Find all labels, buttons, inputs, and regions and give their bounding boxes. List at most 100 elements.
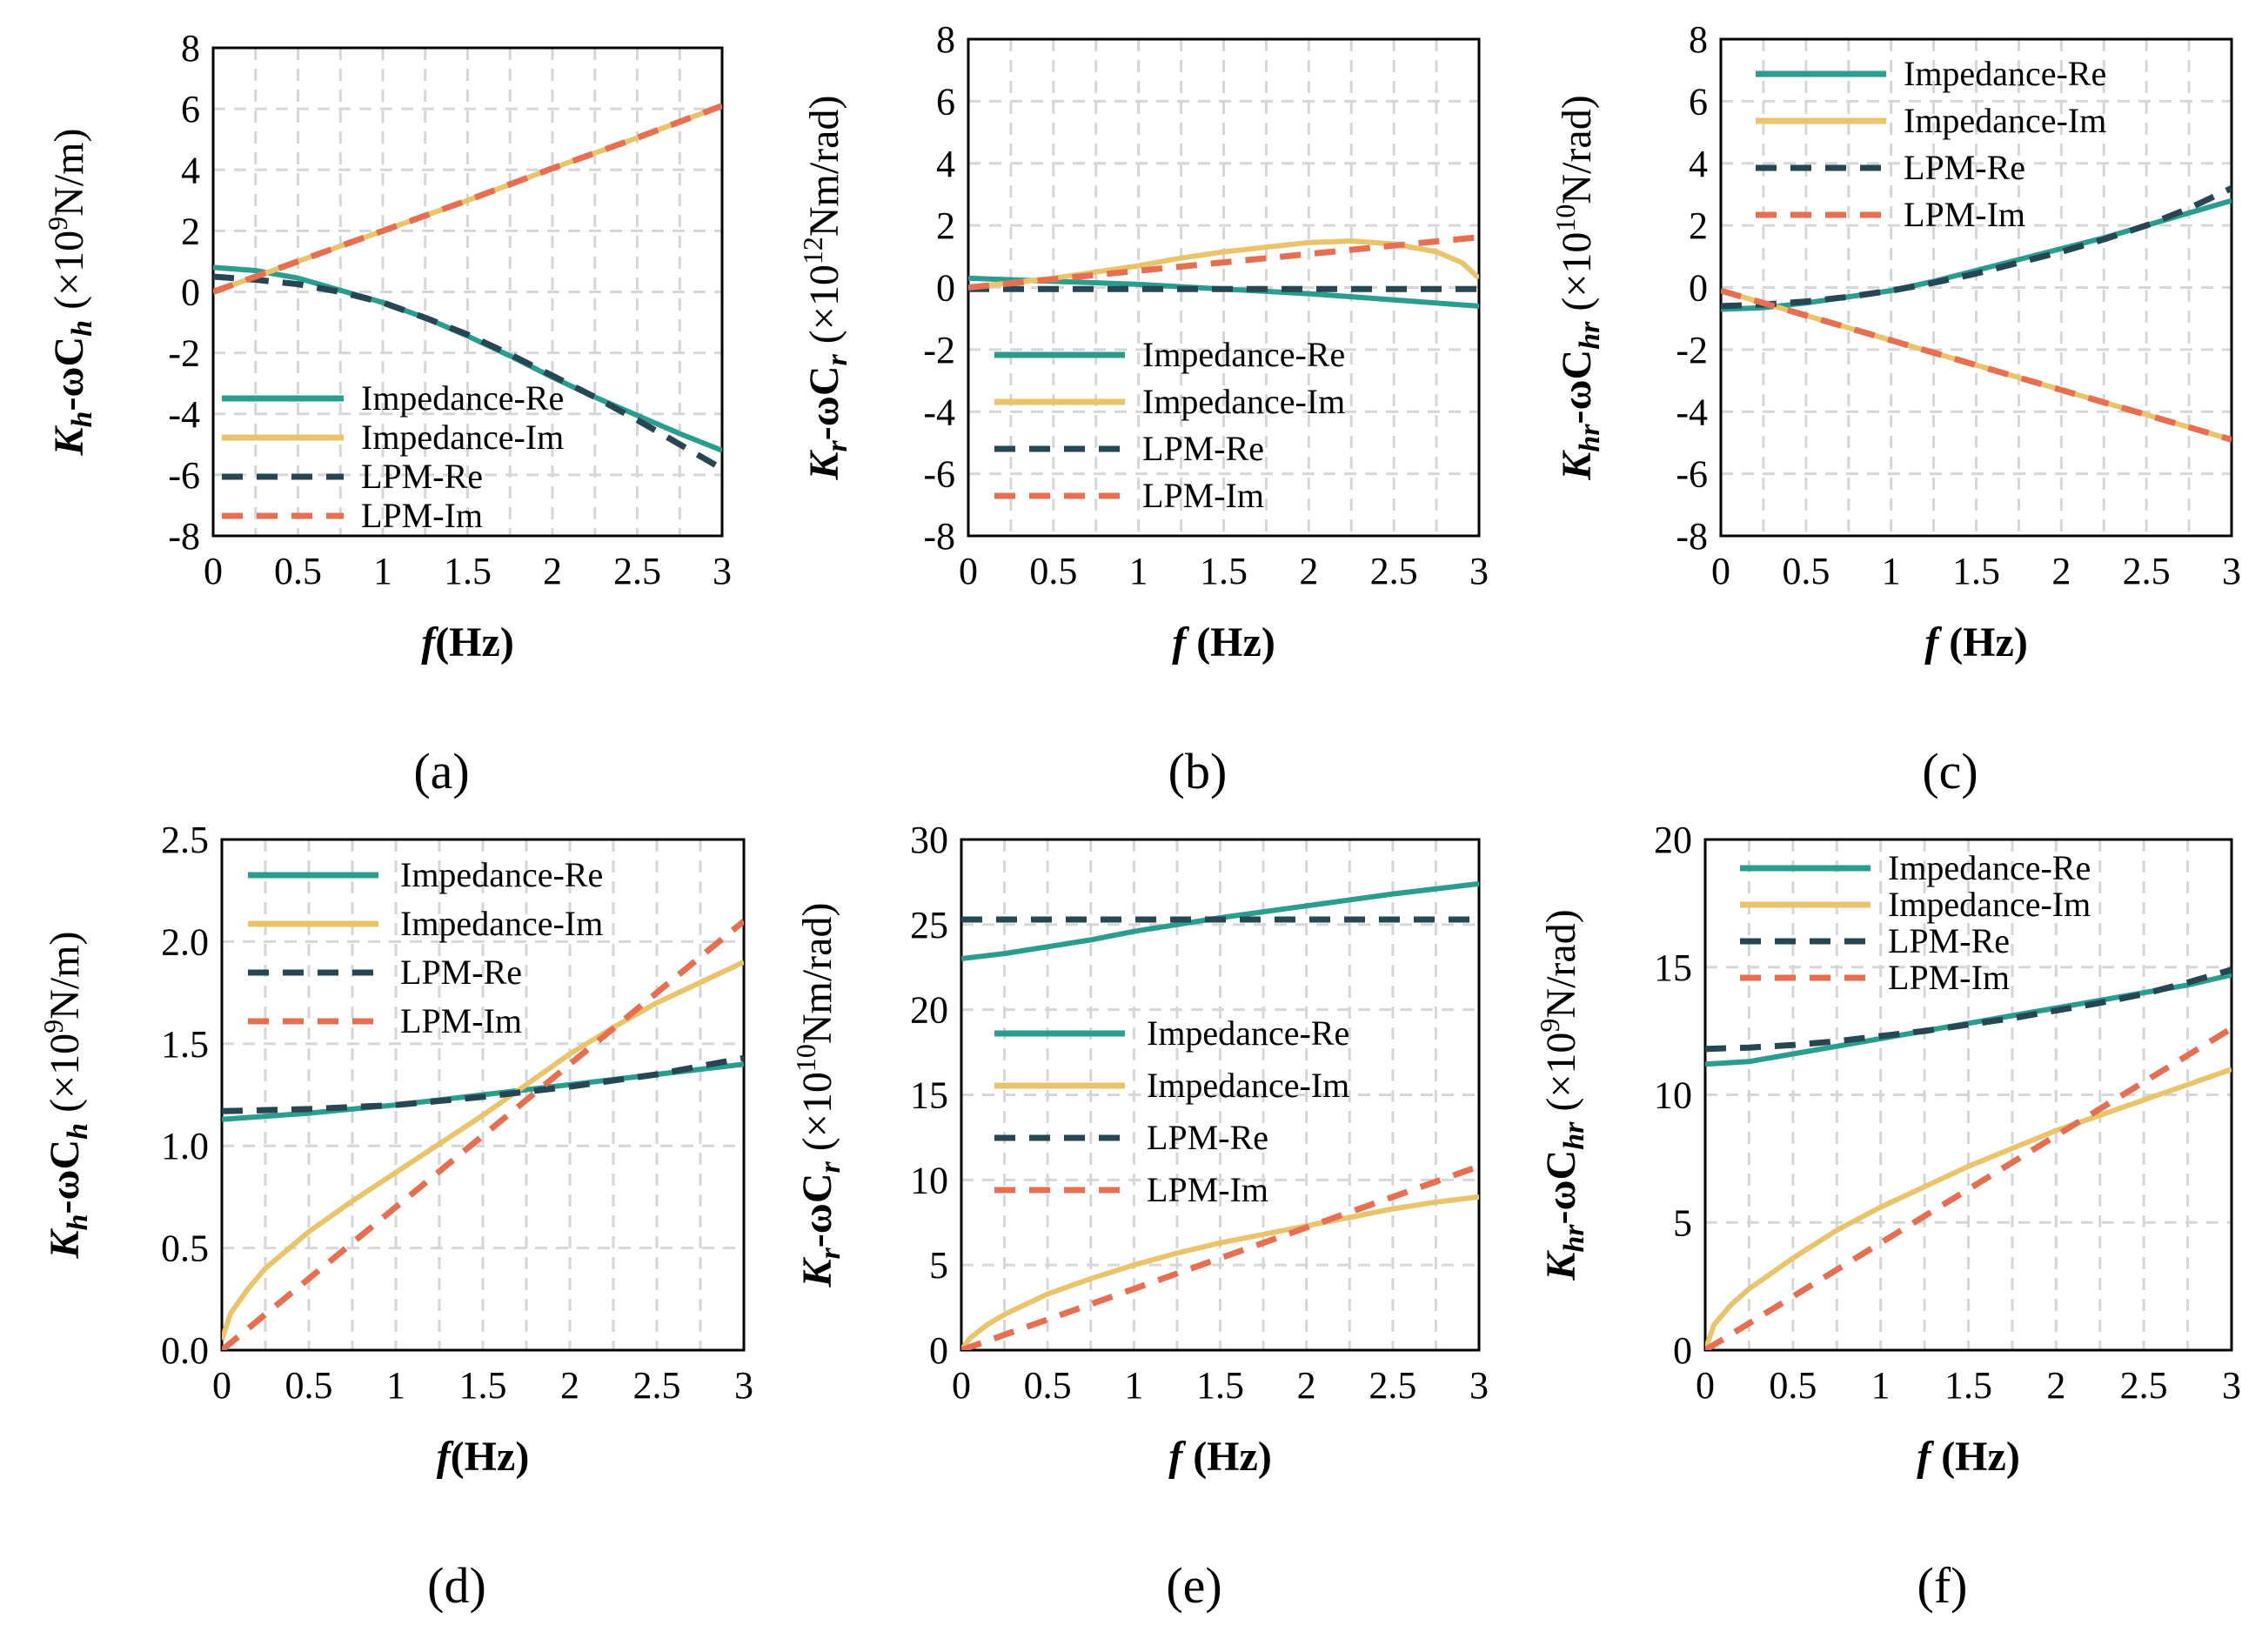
panel-label: (b) <box>1168 743 1228 799</box>
x-tick-label: 0 <box>1696 1364 1715 1407</box>
x-tick-label: 2 <box>560 1364 579 1407</box>
plot-frame <box>1703 838 2233 1352</box>
y-tick-label: -4 <box>168 393 200 436</box>
y-tick-label: 8 <box>1689 18 1708 61</box>
y-tick-label: 1.5 <box>161 1023 209 1066</box>
legend-label: LPM-Im <box>1904 195 2025 234</box>
legend-label: LPM-Im <box>1888 958 2010 997</box>
panel-label: (c) <box>1922 743 1978 799</box>
legend-label: LPM-Im <box>400 1001 522 1040</box>
y-tick-label: 15 <box>1654 946 1692 989</box>
x-axis-title: f (Hz) <box>1168 1434 1272 1480</box>
legend-label: LPM-Re <box>400 953 522 992</box>
x-tick-label: 1.5 <box>1952 550 2000 592</box>
x-tick-label: 2 <box>2051 550 2071 592</box>
plot-frame <box>220 838 746 1352</box>
y-tick-label: 2.0 <box>161 920 209 963</box>
x-axis-title: f (Hz) <box>1172 619 1275 665</box>
series-line-impedance-im <box>961 1194 1479 1350</box>
y-tick-label: -2 <box>923 329 955 371</box>
x-tick-label: 0 <box>1711 550 1730 592</box>
y-tick-label: -6 <box>923 453 955 496</box>
y-tick-label: 2.5 <box>161 819 209 861</box>
x-tick-label: 3 <box>2222 1364 2241 1407</box>
y-tick-label: 25 <box>910 904 948 946</box>
legend-label: Impedance-Re <box>1147 1013 1349 1053</box>
series-line-impedance-im <box>1705 1067 2232 1350</box>
legend-label: Impedance-Re <box>361 378 564 418</box>
x-tick-label: 2.5 <box>613 550 661 592</box>
y-tick-label: -2 <box>168 332 200 375</box>
legend-label: Impedance-Im <box>1142 382 1345 421</box>
series-line-lpm-im <box>961 1163 1479 1350</box>
x-tick-label: 0.5 <box>1782 550 1830 592</box>
y-tick-label: -4 <box>1676 391 1708 433</box>
x-tick-label: 2.5 <box>2120 1364 2168 1407</box>
legend-label: LPM-Re <box>1888 921 2010 960</box>
x-tick-label: 0.5 <box>1029 550 1077 592</box>
x-axis-title: f (Hz) <box>1924 619 2028 665</box>
chart-panel-b: 0 0.5 1 1.5 2 2.5 3 -8 -6 -4 -2 0 2 4 6 8 f (Hz) Kr-ωCr (… <box>797 18 1489 799</box>
x-tick-label: 1 <box>1124 1364 1143 1407</box>
legend-label: LPM-Re <box>361 457 483 496</box>
x-tick-label: 2 <box>2046 1364 2065 1407</box>
x-tick-label: 1.5 <box>1200 550 1248 592</box>
x-tick-label: 3 <box>1469 550 1489 592</box>
series-line-lpm-re <box>213 273 722 472</box>
y-axis-title: Kh-ωCh (×109N/m) <box>42 129 98 457</box>
y-tick-label: -6 <box>168 454 200 497</box>
panel-label: (f) <box>1917 1557 1968 1614</box>
x-tick-label: 3 <box>713 550 732 592</box>
y-tick-label: 0 <box>181 271 200 314</box>
y-tick-label: 20 <box>910 989 948 1032</box>
y-tick-label: -6 <box>1676 453 1708 496</box>
x-tick-label: 3 <box>1469 1364 1489 1407</box>
y-tick-label: 0 <box>1689 267 1708 310</box>
x-tick-label: 0.5 <box>1024 1364 1072 1407</box>
x-tick-label: 3 <box>2222 550 2241 592</box>
x-tick-label: 0 <box>204 550 223 592</box>
legend-label: Impedance-Im <box>1904 101 2106 140</box>
y-tick-label: 0 <box>1673 1329 1692 1372</box>
legend-label: Impedance-Re <box>400 855 603 894</box>
y-tick-label: -8 <box>168 515 200 558</box>
y-tick-label: 20 <box>1654 819 1692 861</box>
x-tick-label: 2.5 <box>2123 550 2171 592</box>
chart-panel-c: 0 0.5 1 1.5 2 2.5 3 -8 -6 -4 -2 0 2 4 6 8 f (Hz) Khr-ωChr… <box>1549 18 2241 799</box>
y-tick-label: 2 <box>181 210 200 252</box>
x-tick-label: 2 <box>1299 550 1318 592</box>
y-tick-label: 0 <box>936 267 955 310</box>
x-tick-label: 1.5 <box>1196 1364 1244 1407</box>
x-tick-label: 3 <box>734 1364 753 1407</box>
x-tick-label: 0 <box>212 1364 231 1407</box>
series-line-lpm-im <box>213 103 722 295</box>
series-line-lpm-im <box>222 919 744 1350</box>
x-tick-label: 2.5 <box>1369 1364 1416 1407</box>
x-tick-label: 1 <box>373 550 392 592</box>
x-tick-label: 2.5 <box>633 1364 681 1407</box>
x-tick-label: 2 <box>1297 1364 1316 1407</box>
series-line-lpm-re <box>222 1054 744 1114</box>
y-tick-label: 6 <box>936 80 955 123</box>
y-tick-label: 8 <box>181 27 200 70</box>
series-line-lpm-re <box>1705 966 2232 1053</box>
legend-label: Impedance-Im <box>1147 1066 1349 1105</box>
panel-label: (e) <box>1166 1557 1221 1614</box>
plot-frame <box>960 838 1481 1352</box>
series-line-lpm-im <box>1721 287 2232 443</box>
x-axis-title: f(Hz) <box>437 1434 530 1480</box>
y-axis-title: Kr-ωCr (×1010Nm/rad) <box>790 903 847 1288</box>
x-tick-label: 0 <box>959 550 978 592</box>
y-tick-label: 4 <box>936 143 955 185</box>
panel-label: (d) <box>427 1557 486 1614</box>
legend-label: LPM-Im <box>361 496 483 535</box>
x-tick-label: 2.5 <box>1370 550 1418 592</box>
y-tick-label: 6 <box>1689 80 1708 123</box>
